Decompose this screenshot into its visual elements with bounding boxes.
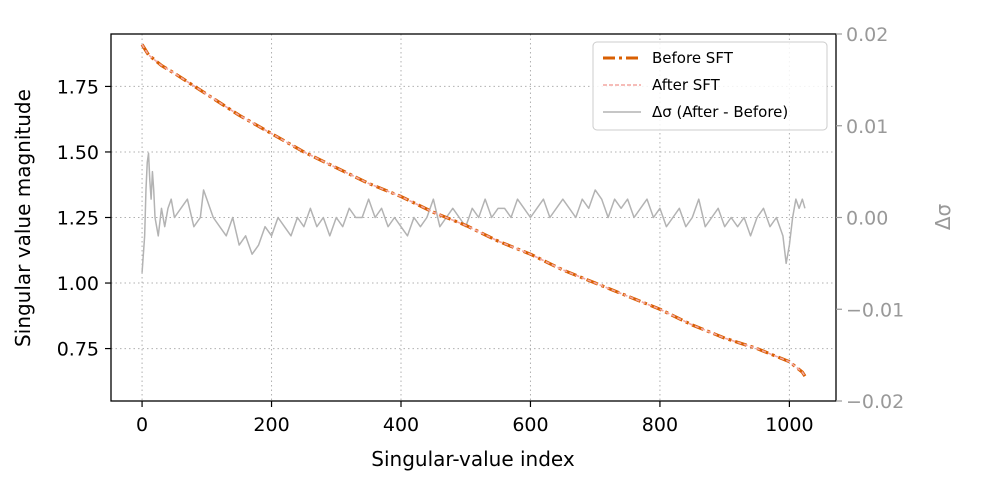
y2-axis-title: Δσ: [931, 203, 955, 230]
y2-tick-label: 0.00: [846, 208, 888, 230]
x-tick-label: 0: [136, 414, 148, 436]
y-tick-label: 1.25: [57, 208, 99, 230]
y-tick-label: 0.75: [57, 339, 99, 361]
series-layer: [140, 43, 807, 377]
legend-box: [592, 41, 828, 131]
legend-label-delta: Δσ (After - Before): [652, 103, 788, 121]
y2-tick-label: −0.01: [846, 299, 904, 321]
y-tick-label: 1.00: [57, 273, 99, 295]
y2-tick-label: −0.02: [846, 391, 904, 413]
delta-sigma-line: [141, 152, 806, 273]
x-tick-label: 800: [642, 414, 678, 436]
y-tick-label: 1.75: [57, 76, 99, 98]
x-tick-label: 1000: [765, 414, 813, 436]
y-tick-label: 1.50: [57, 142, 99, 164]
legend-label-before: Before SFT: [652, 49, 734, 67]
legend-label-after: After SFT: [652, 76, 721, 94]
y2-tick-label: 0.01: [846, 116, 888, 138]
y-axis-left: 0.75 1.00 1.25 1.50 1.75: [57, 76, 111, 361]
x-tick-label: 600: [512, 414, 548, 436]
y-axis-title: Singular value magnitude: [11, 89, 35, 347]
after-sft-line: [141, 44, 806, 377]
x-tick-label: 400: [383, 414, 419, 436]
x-tick-label: 200: [253, 414, 289, 436]
y2-tick-label: 0.02: [846, 24, 888, 46]
x-axis-title: Singular-value index: [371, 447, 575, 471]
legend: Before SFT After SFT Δσ (After - Before): [592, 41, 828, 131]
x-axis: 0 200 400 600 800 1000: [136, 401, 814, 436]
y-axis-right: −0.02 −0.01 0.00 0.01 0.02: [836, 24, 904, 413]
